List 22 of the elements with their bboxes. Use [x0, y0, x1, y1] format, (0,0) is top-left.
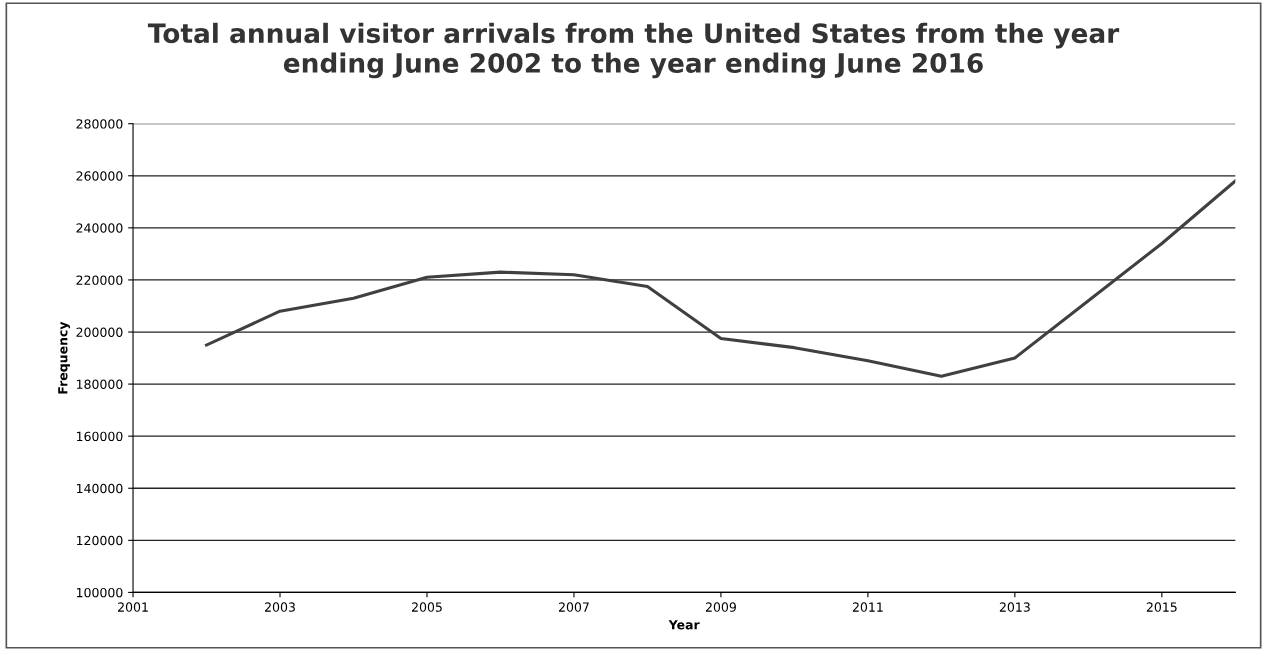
y-tick-label: 200000 — [76, 327, 123, 337]
y-tick-label: 220000 — [76, 275, 123, 285]
y-tick-label: 240000 — [76, 223, 123, 233]
x-tick-label: 2001 — [118, 602, 148, 612]
x-tick-label: 2005 — [411, 602, 442, 612]
y-tick-label: 180000 — [76, 379, 123, 390]
line-series — [204, 179, 1236, 378]
y-tick-label: 260000 — [76, 171, 123, 181]
x-tick-label: 2003 — [265, 602, 295, 612]
x-tick-label: 2011 — [852, 602, 883, 612]
y-tick-label: 140000 — [76, 483, 123, 494]
y-axis-title: Frequency — [58, 321, 71, 394]
x-axis-title: Year — [668, 620, 700, 630]
chart-title: Total annual visitor arrivals from the United States from the year ending June 2002 to the year ending June 2016 — [147, 22, 1120, 79]
y-tick-label: 160000 — [76, 431, 123, 442]
y-tick-label: 120000 — [76, 535, 123, 546]
x-tick-label: 2007 — [558, 602, 589, 612]
x-tick-label: 2013 — [999, 602, 1030, 612]
y-tick-label: 100000 — [76, 587, 123, 598]
y-tick-label: 280000 — [76, 119, 123, 129]
x-tick-label: 2009 — [705, 602, 736, 612]
x-tick-label: 2015 — [1146, 602, 1177, 612]
